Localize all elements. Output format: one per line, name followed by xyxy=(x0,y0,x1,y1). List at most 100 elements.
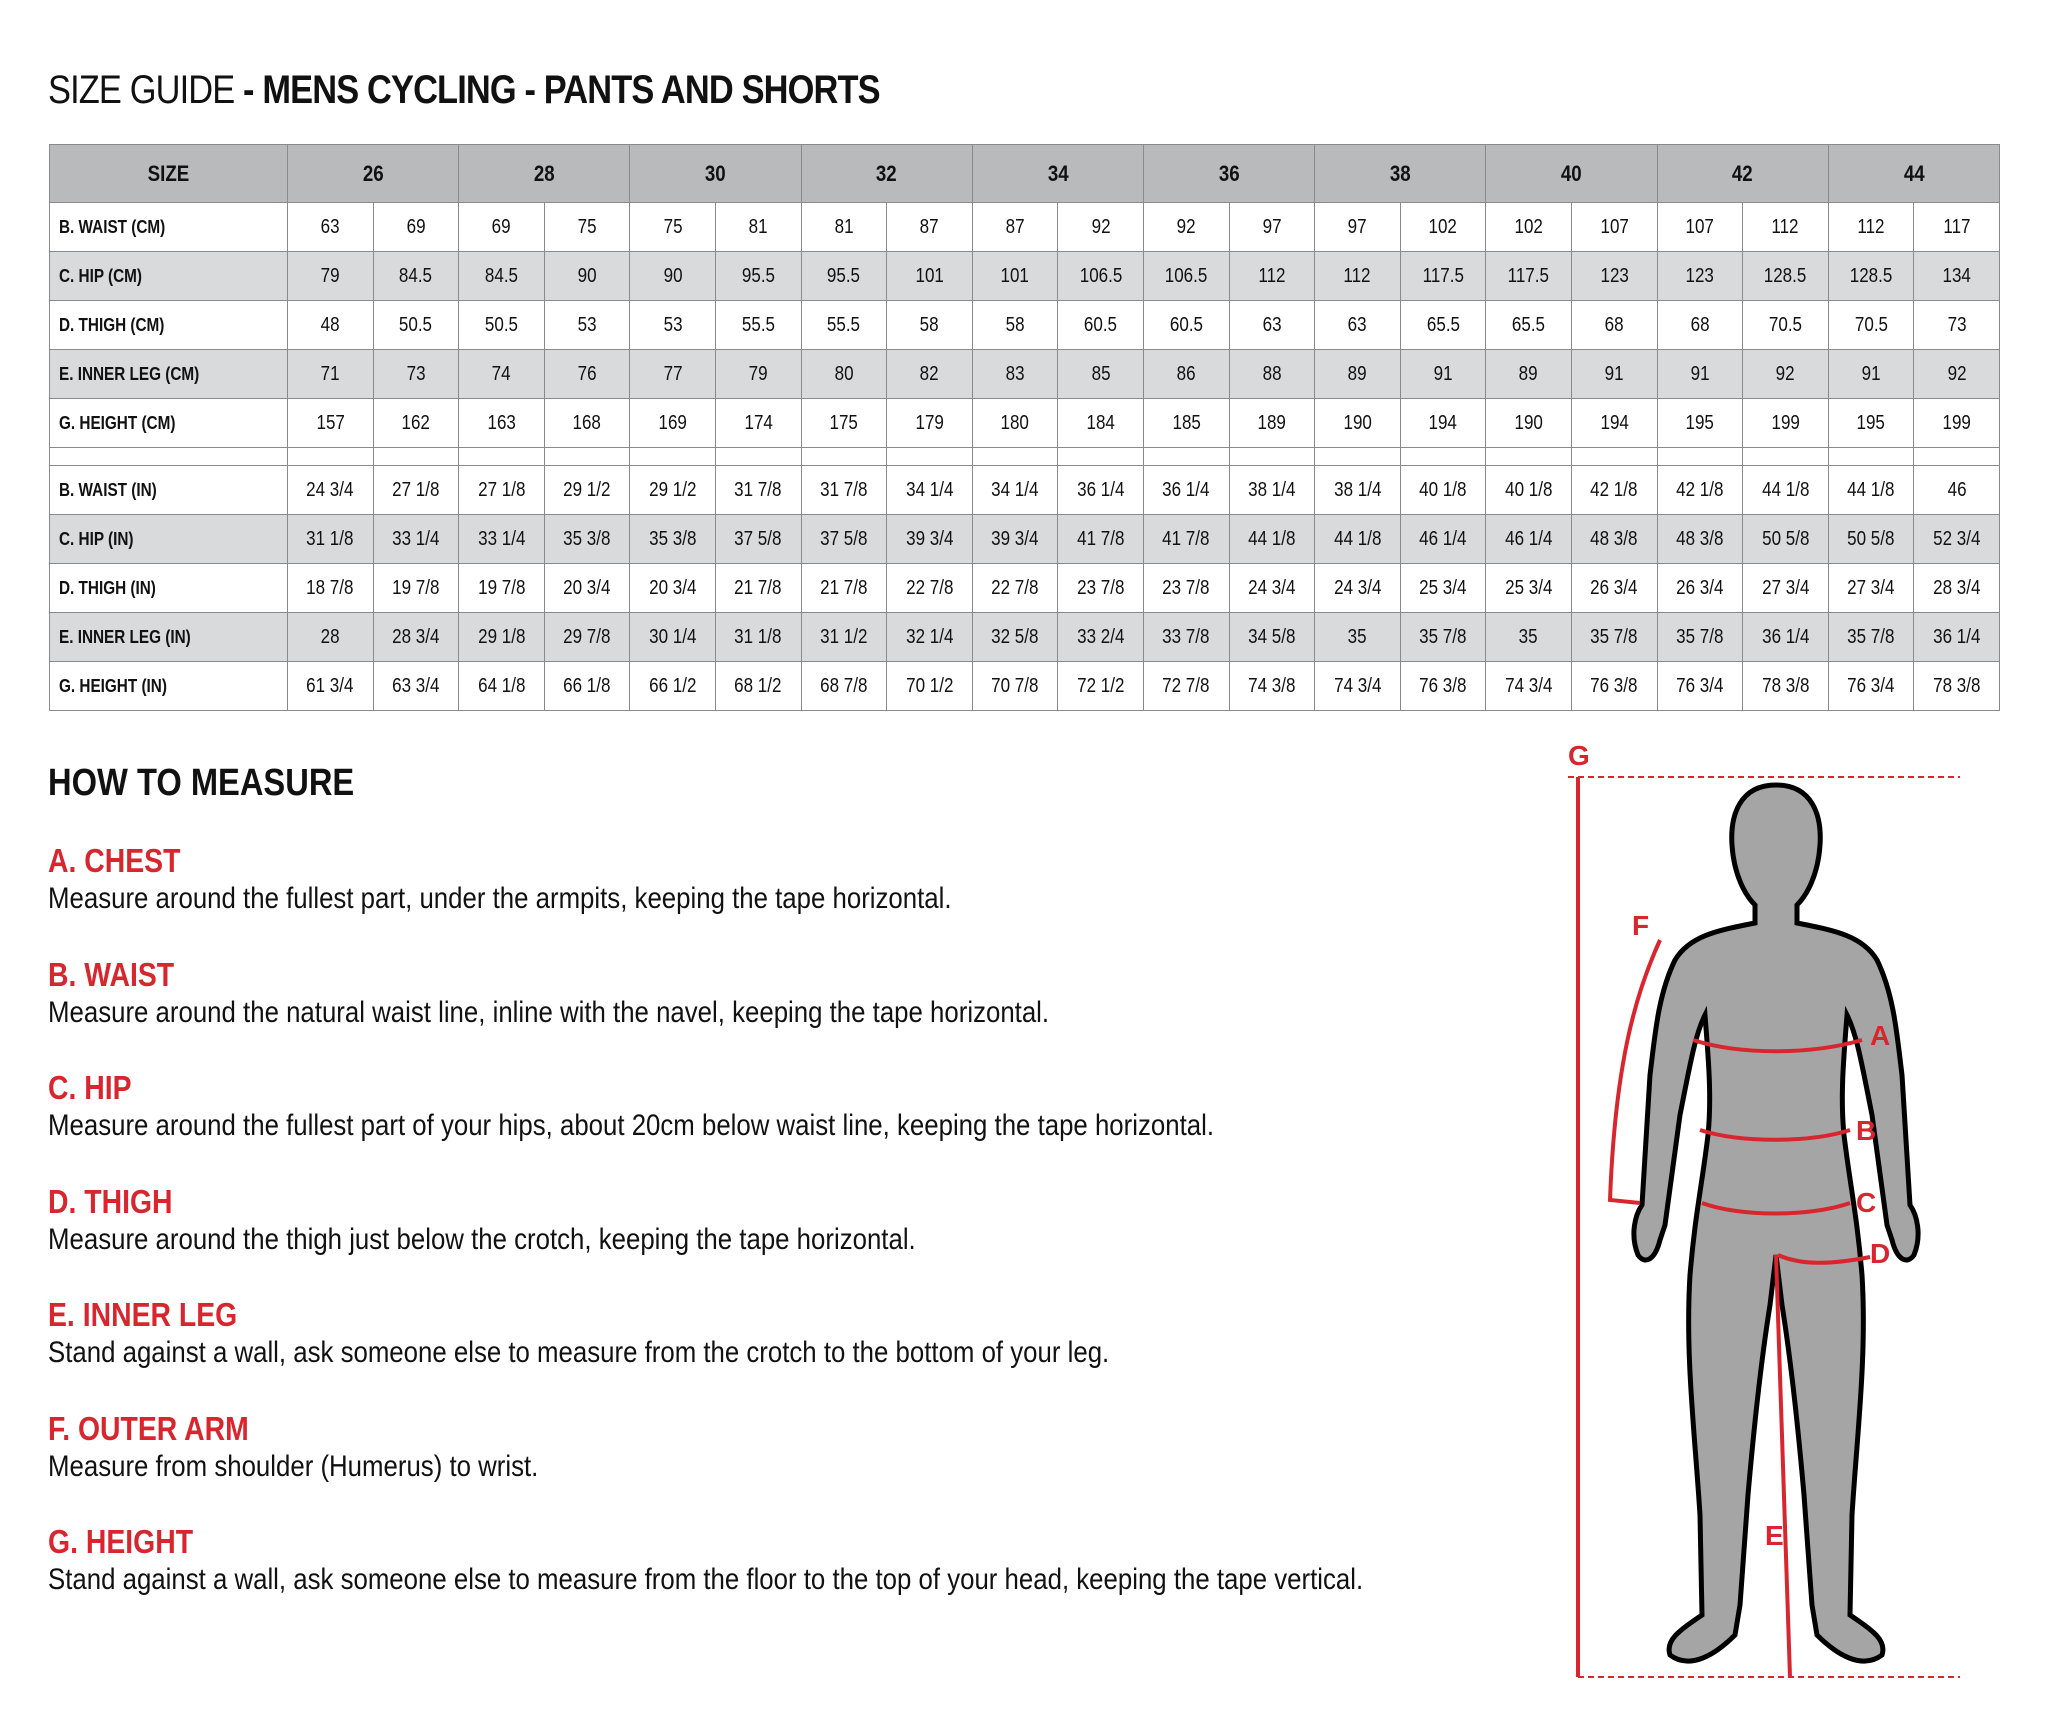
table-cell: 74 3/8 xyxy=(1228,661,1316,711)
table-cell: 35 7/8 xyxy=(1399,612,1487,662)
table-cell: 36 1/4 xyxy=(1742,612,1829,662)
table-cell: 91 xyxy=(1570,349,1658,399)
table-cell: 68 1/2 xyxy=(714,661,802,711)
table-cell: 19 7/8 xyxy=(458,563,545,613)
table-cell: 73 xyxy=(372,349,460,399)
table-cell: 82 xyxy=(886,349,973,399)
table-cell: 35 xyxy=(1485,612,1572,662)
table-cell: 38 1/4 xyxy=(1314,465,1401,515)
table-cell: 89 xyxy=(1314,349,1401,399)
table-cell: 79 xyxy=(287,251,374,301)
table-cell: 107 xyxy=(1570,202,1658,252)
table-cell: 29 7/8 xyxy=(543,612,631,662)
how-to-measure-heading: HOW TO MEASURE xyxy=(48,762,355,804)
table-cell: 76 3/8 xyxy=(1570,661,1658,711)
table-cell: 112 xyxy=(1228,251,1316,301)
table-cell: 81 xyxy=(714,202,802,252)
table-cell: 87 xyxy=(971,202,1059,252)
table-cell: 33 7/8 xyxy=(1142,612,1230,662)
table-cell: 33 1/4 xyxy=(458,514,545,564)
table-cell: 134 xyxy=(1913,251,2000,301)
size-header-30: 30 xyxy=(629,144,802,203)
table-cell: 44 1/8 xyxy=(1827,465,1915,515)
table-cell: 28 3/4 xyxy=(372,612,460,662)
table-row: D. THIGH (CM) 48 50.5 50.5 53 53 55.5 55.5 58 58 6… xyxy=(49,300,2000,350)
row-label: G. HEIGHT (CM) xyxy=(49,398,288,448)
measure-section: E. INNER LEG Stand against a wall, ask so… xyxy=(48,1296,1109,1372)
table-cell: 69 xyxy=(372,202,460,252)
table-cell: 58 xyxy=(971,300,1059,350)
table-cell: 128.5 xyxy=(1827,251,1915,301)
table-cell: 84.5 xyxy=(458,251,545,301)
table-cell: 83 xyxy=(971,349,1059,399)
table-cell: 195 xyxy=(1827,398,1915,448)
table-cell: 106.5 xyxy=(1057,251,1144,301)
table-cell: 36 1/4 xyxy=(1142,465,1230,515)
table-cell: 63 xyxy=(287,202,374,252)
table-cell: 50.5 xyxy=(458,300,545,350)
table-cell: 70.5 xyxy=(1827,300,1915,350)
table-row: E. INNER LEG (CM) 71 73 74 76 77 79 80 82 83 85 86 8… xyxy=(49,349,2000,399)
table-cell: 32 5/8 xyxy=(971,612,1059,662)
table-cell: 38 1/4 xyxy=(1228,465,1316,515)
size-header-38: 38 xyxy=(1314,144,1487,203)
table-cell: 22 7/8 xyxy=(971,563,1059,613)
measure-title: C. HIP xyxy=(48,1069,132,1106)
label-e: E xyxy=(1765,1520,1784,1551)
size-header-28: 28 xyxy=(458,144,631,203)
table-cell: 68 xyxy=(1570,300,1658,350)
table-cell: 41 7/8 xyxy=(1142,514,1230,564)
table-cell: 29 1/2 xyxy=(543,465,631,515)
table-cell: 92 xyxy=(1742,349,1829,399)
table-row: G. HEIGHT (IN) 61 3/4 63 3/4 64 1/8 66 1/8 66… xyxy=(49,661,2000,711)
table-spacer-row xyxy=(49,447,2000,466)
table-cell: 63 3/4 xyxy=(372,661,460,711)
table-cell: 24 3/4 xyxy=(287,465,374,515)
table-cell: 76 3/4 xyxy=(1827,661,1915,711)
table-cell: 163 xyxy=(458,398,545,448)
table-cell: 194 xyxy=(1570,398,1658,448)
table-cell: 28 xyxy=(287,612,374,662)
table-cell: 26 3/4 xyxy=(1656,563,1744,613)
measure-title: G. HEIGHT xyxy=(48,1523,194,1560)
row-label: C. HIP (CM) xyxy=(49,251,288,301)
table-cell: 26 3/4 xyxy=(1570,563,1658,613)
row-label: B. WAIST (IN) xyxy=(49,465,288,515)
measure-description: Measure from shoulder (Humerus) to wrist… xyxy=(48,1449,539,1483)
table-cell: 27 1/8 xyxy=(458,465,545,515)
measure-title: A. CHEST xyxy=(48,842,181,879)
table-cell: 90 xyxy=(543,251,631,301)
measure-section: G. HEIGHT Stand against a wall, ask someo… xyxy=(48,1523,1363,1599)
table-cell: 168 xyxy=(543,398,631,448)
table-cell: 31 7/8 xyxy=(714,465,802,515)
table-cell: 79 xyxy=(714,349,802,399)
table-cell: 35 3/8 xyxy=(543,514,631,564)
table-cell: 46 1/4 xyxy=(1485,514,1572,564)
measurement-lines xyxy=(1568,776,1960,1678)
table-cell: 107 xyxy=(1656,202,1744,252)
table-cell: 87 xyxy=(886,202,973,252)
measure-description: Measure around the natural waist line, i… xyxy=(48,995,1050,1029)
table-row: E. INNER LEG (IN) 28 28 3/4 29 1/8 29 7/8 30 … xyxy=(49,612,2000,662)
label-g: G xyxy=(1568,740,1590,771)
table-cell: 76 3/8 xyxy=(1399,661,1487,711)
table-cell: 81 xyxy=(800,202,888,252)
table-cell: 162 xyxy=(372,398,460,448)
table-cell: 20 3/4 xyxy=(543,563,631,613)
table-cell: 73 xyxy=(1913,300,2000,350)
table-cell: 29 1/2 xyxy=(629,465,716,515)
table-cell: 35 7/8 xyxy=(1827,612,1915,662)
table-cell: 97 xyxy=(1314,202,1401,252)
table-cell: 27 3/4 xyxy=(1742,563,1829,613)
table-cell: 175 xyxy=(800,398,888,448)
table-cell: 39 3/4 xyxy=(971,514,1059,564)
row-label: E. INNER LEG (CM) xyxy=(49,349,288,399)
table-row: B. WAIST (IN) 24 3/4 27 1/8 27 1/8 29 1/2 29 … xyxy=(49,465,2000,515)
table-cell: 75 xyxy=(543,202,631,252)
table-cell: 157 xyxy=(287,398,374,448)
table-cell: 89 xyxy=(1485,349,1572,399)
table-cell: 74 3/4 xyxy=(1314,661,1401,711)
table-cell: 29 1/8 xyxy=(458,612,545,662)
label-f: F xyxy=(1632,910,1649,941)
table-cell: 184 xyxy=(1057,398,1144,448)
